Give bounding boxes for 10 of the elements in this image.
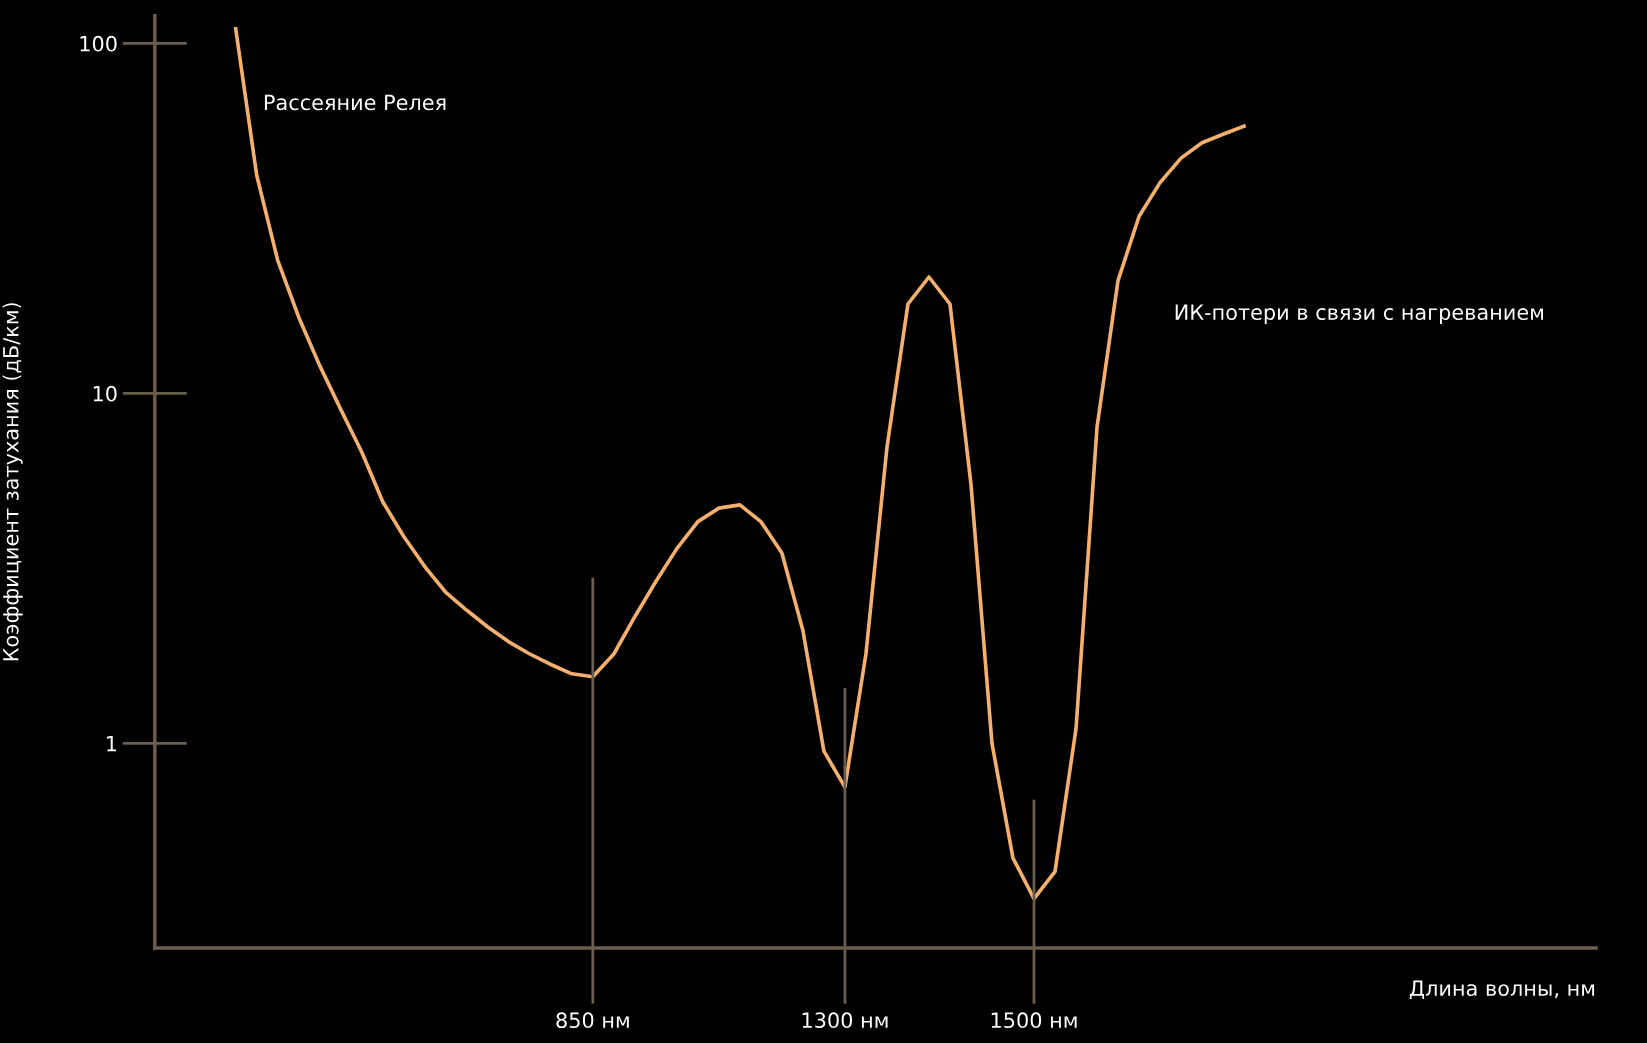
- y-tick-label: 1: [107, 736, 117, 752]
- annotation: Рассеяние Релея: [264, 94, 446, 111]
- text: Длина волны, нм: [1409, 980, 1595, 1000]
- x-tick-label: 850 нм: [556, 1012, 629, 1029]
- annotation: ИК-потери в связи с нагреванием: [1175, 304, 1543, 325]
- y-tick-label: 10: [93, 385, 117, 402]
- y-axis-title: Коэффициент затухания (дБ/км): [2, 303, 23, 661]
- y-tick-label: 100: [80, 35, 117, 52]
- x-tick-label: 1300 нм: [802, 1012, 888, 1029]
- x-tick-label: 1500 нм: [991, 1012, 1077, 1029]
